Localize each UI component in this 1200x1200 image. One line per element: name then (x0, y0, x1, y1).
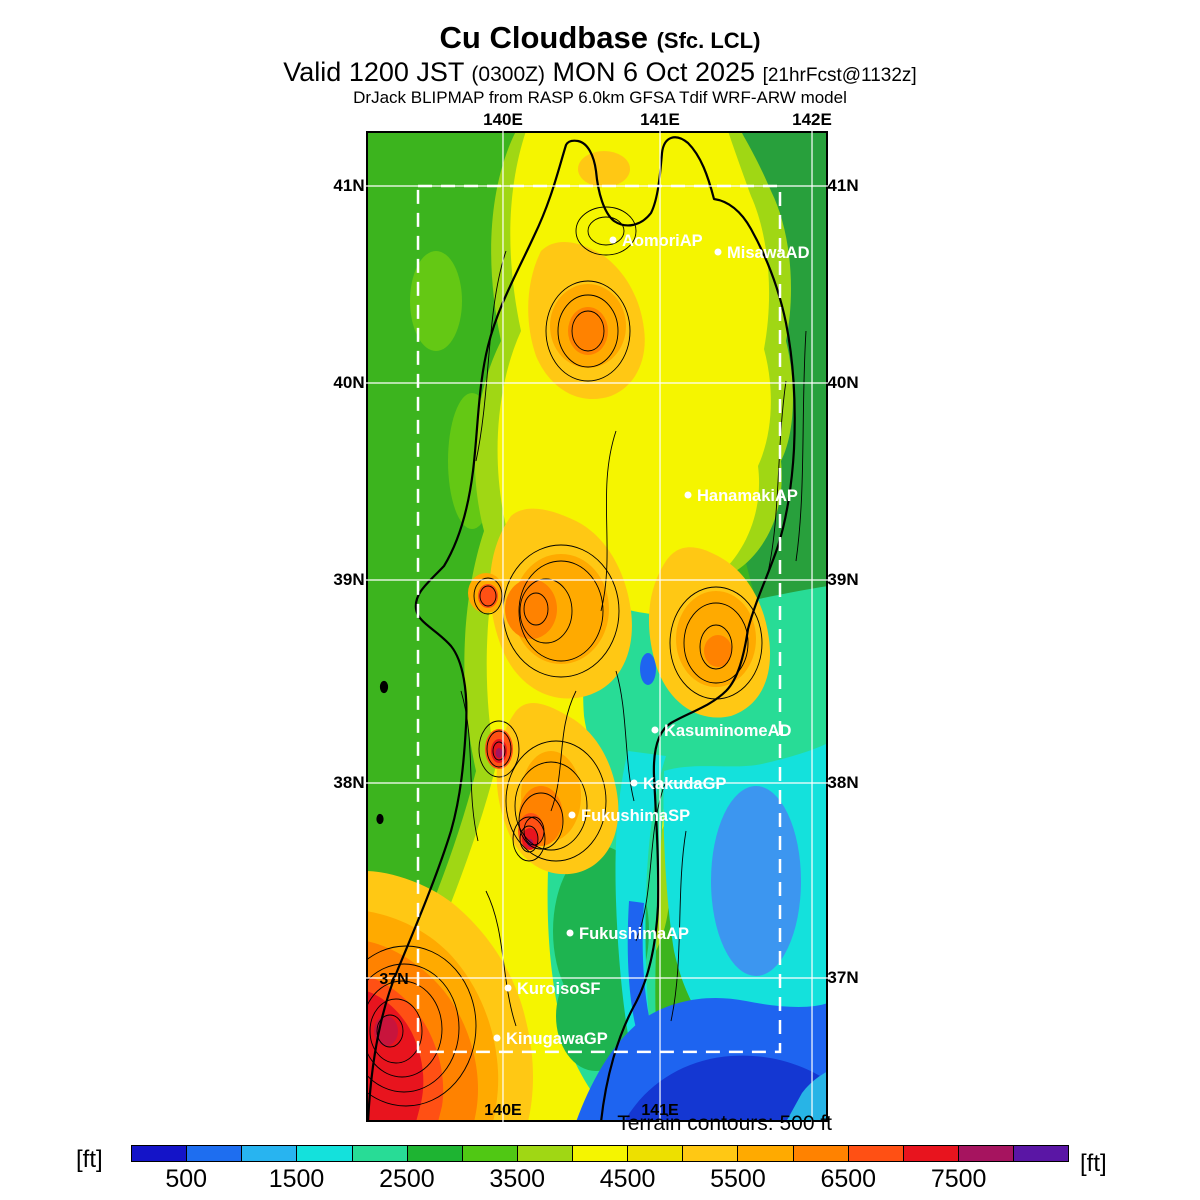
station-label: FukushimaSP (581, 807, 690, 825)
lon-tick-label-inside: 140E (484, 1102, 522, 1119)
lat-tick-label-left: 39N (333, 570, 365, 590)
title-suffix: (Sfc. LCL) (656, 28, 761, 53)
colorbar-tick-label: 1500 (268, 1165, 325, 1193)
colorbar-segment (903, 1146, 959, 1161)
station-label: KasuminomeAD (664, 722, 792, 740)
colorbar-segment (242, 1146, 298, 1161)
lat-tick-label-inside: 37N (379, 971, 408, 988)
cloudbase-fill-regions (366, 131, 828, 1122)
station-label: HanamakiAP (697, 487, 798, 505)
map-area: AomoriAP MisawaAD HanamakiAP KasuminomeAD Ka… (366, 131, 828, 1122)
colorbar-tick-label: 500 (165, 1165, 208, 1193)
title-main: Cu Cloudbase (439, 20, 648, 55)
colorbar-segment (683, 1146, 739, 1161)
colorbar-segment (793, 1146, 849, 1161)
coastline (366, 136, 796, 1122)
lat-tick-label-left: 38N (333, 772, 365, 792)
colorbar-segment (958, 1146, 1014, 1161)
lat-tick-label-right: 39N (827, 570, 859, 590)
station-dot (651, 726, 659, 734)
station-label: KuroisoSF (517, 980, 600, 998)
colorbar-segment (462, 1146, 518, 1161)
station-label: FukushimaAP (579, 925, 689, 943)
colorbar-ticks: 500 1500 2500 3500 4500 5500 6500 7500 (131, 1165, 1069, 1193)
colorbar-units-right: [ft] (1080, 1150, 1107, 1177)
station-dot (714, 248, 722, 256)
lat-tick-label-right: 41N (827, 176, 859, 195)
station-label: AomoriAP (622, 232, 703, 250)
station-dot (609, 236, 617, 244)
colorbar-tick-label: 6500 (820, 1165, 877, 1193)
lon-tick-label-top: 141E (640, 110, 680, 129)
station-dot (630, 779, 638, 787)
terrain-note: Terrain contours: 500 ft (617, 1112, 832, 1135)
colorbar-tick-label: 5500 (710, 1165, 766, 1193)
lat-tick-label-right: 37N (827, 968, 859, 987)
station-label: KinugawaGP (506, 1030, 608, 1048)
lon-tick-label-inside: 141E (641, 1102, 679, 1119)
station-dot (684, 491, 692, 499)
station-dot (568, 811, 576, 819)
page-title: Cu Cloudbase (Sfc. LCL) (0, 20, 1200, 56)
lon-tick-label-top: 140E (483, 110, 523, 129)
lon-tick-label-top: 142E (792, 110, 832, 129)
colorbar-segment (1014, 1146, 1069, 1161)
lat-tick-label-right: 40N (827, 373, 859, 392)
colorbar-segment (628, 1146, 684, 1161)
inner-domain-box (416, 184, 782, 1054)
colorbar-segment (297, 1146, 353, 1161)
station-label: KakudaGP (643, 775, 726, 793)
cloudbase-contour-map: AomoriAP MisawaAD HanamakiAP KasuminomeAD Ka… (366, 131, 828, 1122)
colorbar-segment (407, 1146, 463, 1161)
map-border (366, 131, 828, 1122)
colorbar-segment (132, 1146, 188, 1161)
colorbar-tick-label: 4500 (599, 1165, 656, 1193)
colorbar-segment (738, 1146, 794, 1161)
terrain-contour-lines (366, 206, 807, 1107)
model-line: DrJack BLIPMAP from RASP 6.0km GFSA Tdif… (353, 88, 847, 107)
colorbar-segment (848, 1146, 904, 1161)
valid-zulu: (0300Z) (471, 63, 545, 86)
station-dot (504, 984, 512, 992)
colorbar-segment (517, 1146, 573, 1161)
lat-tick-label-left: 41N (333, 176, 365, 195)
lat-tick-label-left: 40N (333, 373, 365, 392)
colorbar-segment (352, 1146, 408, 1161)
station-dot (493, 1034, 501, 1042)
station-label: MisawaAD (727, 244, 810, 262)
colorbar-tick-label: 3500 (489, 1165, 546, 1193)
valid-time-line: Valid 1200 JST (0300Z) MON 6 Oct 2025 [2… (0, 57, 1200, 88)
valid-prefix: Valid 1200 JST (283, 57, 464, 87)
valid-forecast-tag: [21hrFcst@1132z] (762, 65, 917, 86)
valid-date: MON 6 Oct 2025 (552, 57, 756, 87)
map-overlay: AomoriAP MisawaAD HanamakiAP KasuminomeAD Ka… (366, 131, 828, 1122)
colorbar-units-left: [ft] (76, 1146, 103, 1173)
colorbar-tick-label: 2500 (379, 1165, 435, 1193)
colorbar (131, 1145, 1069, 1162)
colorbar-segment (573, 1146, 629, 1161)
colorbar-segment (187, 1146, 243, 1161)
colorbar-tick-label: 7500 (930, 1165, 987, 1193)
lat-tick-label-right: 38N (827, 772, 859, 792)
station-dot (566, 929, 574, 937)
